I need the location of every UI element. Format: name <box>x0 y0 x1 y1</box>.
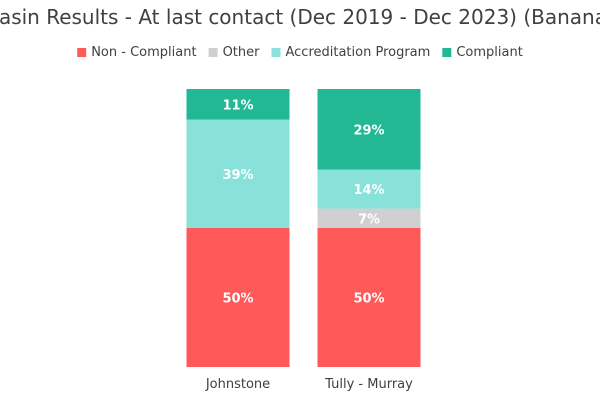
legend-item-non-compliant: Non - Compliant <box>77 45 197 60</box>
legend-label-other: Other <box>223 45 261 60</box>
legend-swatch-other <box>208 48 218 57</box>
data-label-non-compliant-johnstone: 50% <box>222 292 253 307</box>
legend-label-compliant: Compliant <box>456 45 522 60</box>
data-label-compliant-tully-murray: 29% <box>353 123 384 138</box>
legend-swatch-non-compliant <box>77 48 87 57</box>
legend-item-compliant: Compliant <box>442 45 523 60</box>
legend-swatch-compliant <box>442 48 452 57</box>
data-label-compliant-johnstone: 11% <box>222 98 253 113</box>
category-label-tully-murray: Tully - Murray <box>324 377 413 392</box>
legend-item-accreditation-program: Accreditation Program <box>271 45 430 60</box>
bar-segment-compliant-tully-murray <box>317 89 421 170</box>
legend-item-other: Other <box>208 45 261 60</box>
category-labels: Johnstone Tully - Murray <box>205 377 413 392</box>
legend-swatch-accreditation-program <box>271 48 281 57</box>
data-label-accreditation-program-tully-murray: 14% <box>353 183 384 198</box>
bar-segment-non-compliant-johnstone <box>186 228 290 367</box>
bars-group: 50% 39% 11% 50% 7% 14% 29% <box>186 89 421 367</box>
data-label-other-tully-murray: 7% <box>358 212 380 227</box>
bar-segment-non-compliant-tully-murray <box>317 228 421 367</box>
category-label-johnstone: Johnstone <box>205 377 270 392</box>
bar-segment-compliant-johnstone <box>186 89 290 120</box>
legend: Non - Compliant Other Accreditation Progra… <box>77 45 523 60</box>
data-label-non-compliant-tully-murray: 50% <box>353 292 384 307</box>
data-label-accreditation-program-johnstone: 39% <box>222 168 253 183</box>
bar-segment-accreditation-program-johnstone <box>186 119 290 228</box>
bar-segment-other-tully-murray <box>317 208 421 228</box>
legend-label-non-compliant: Non - Compliant <box>91 45 196 60</box>
legend-label-accreditation-program: Accreditation Program <box>285 45 430 60</box>
chart-title: Basin Results - At last contact (Dec 201… <box>0 5 600 29</box>
bar-segment-accreditation-program-tully-murray <box>317 169 421 209</box>
